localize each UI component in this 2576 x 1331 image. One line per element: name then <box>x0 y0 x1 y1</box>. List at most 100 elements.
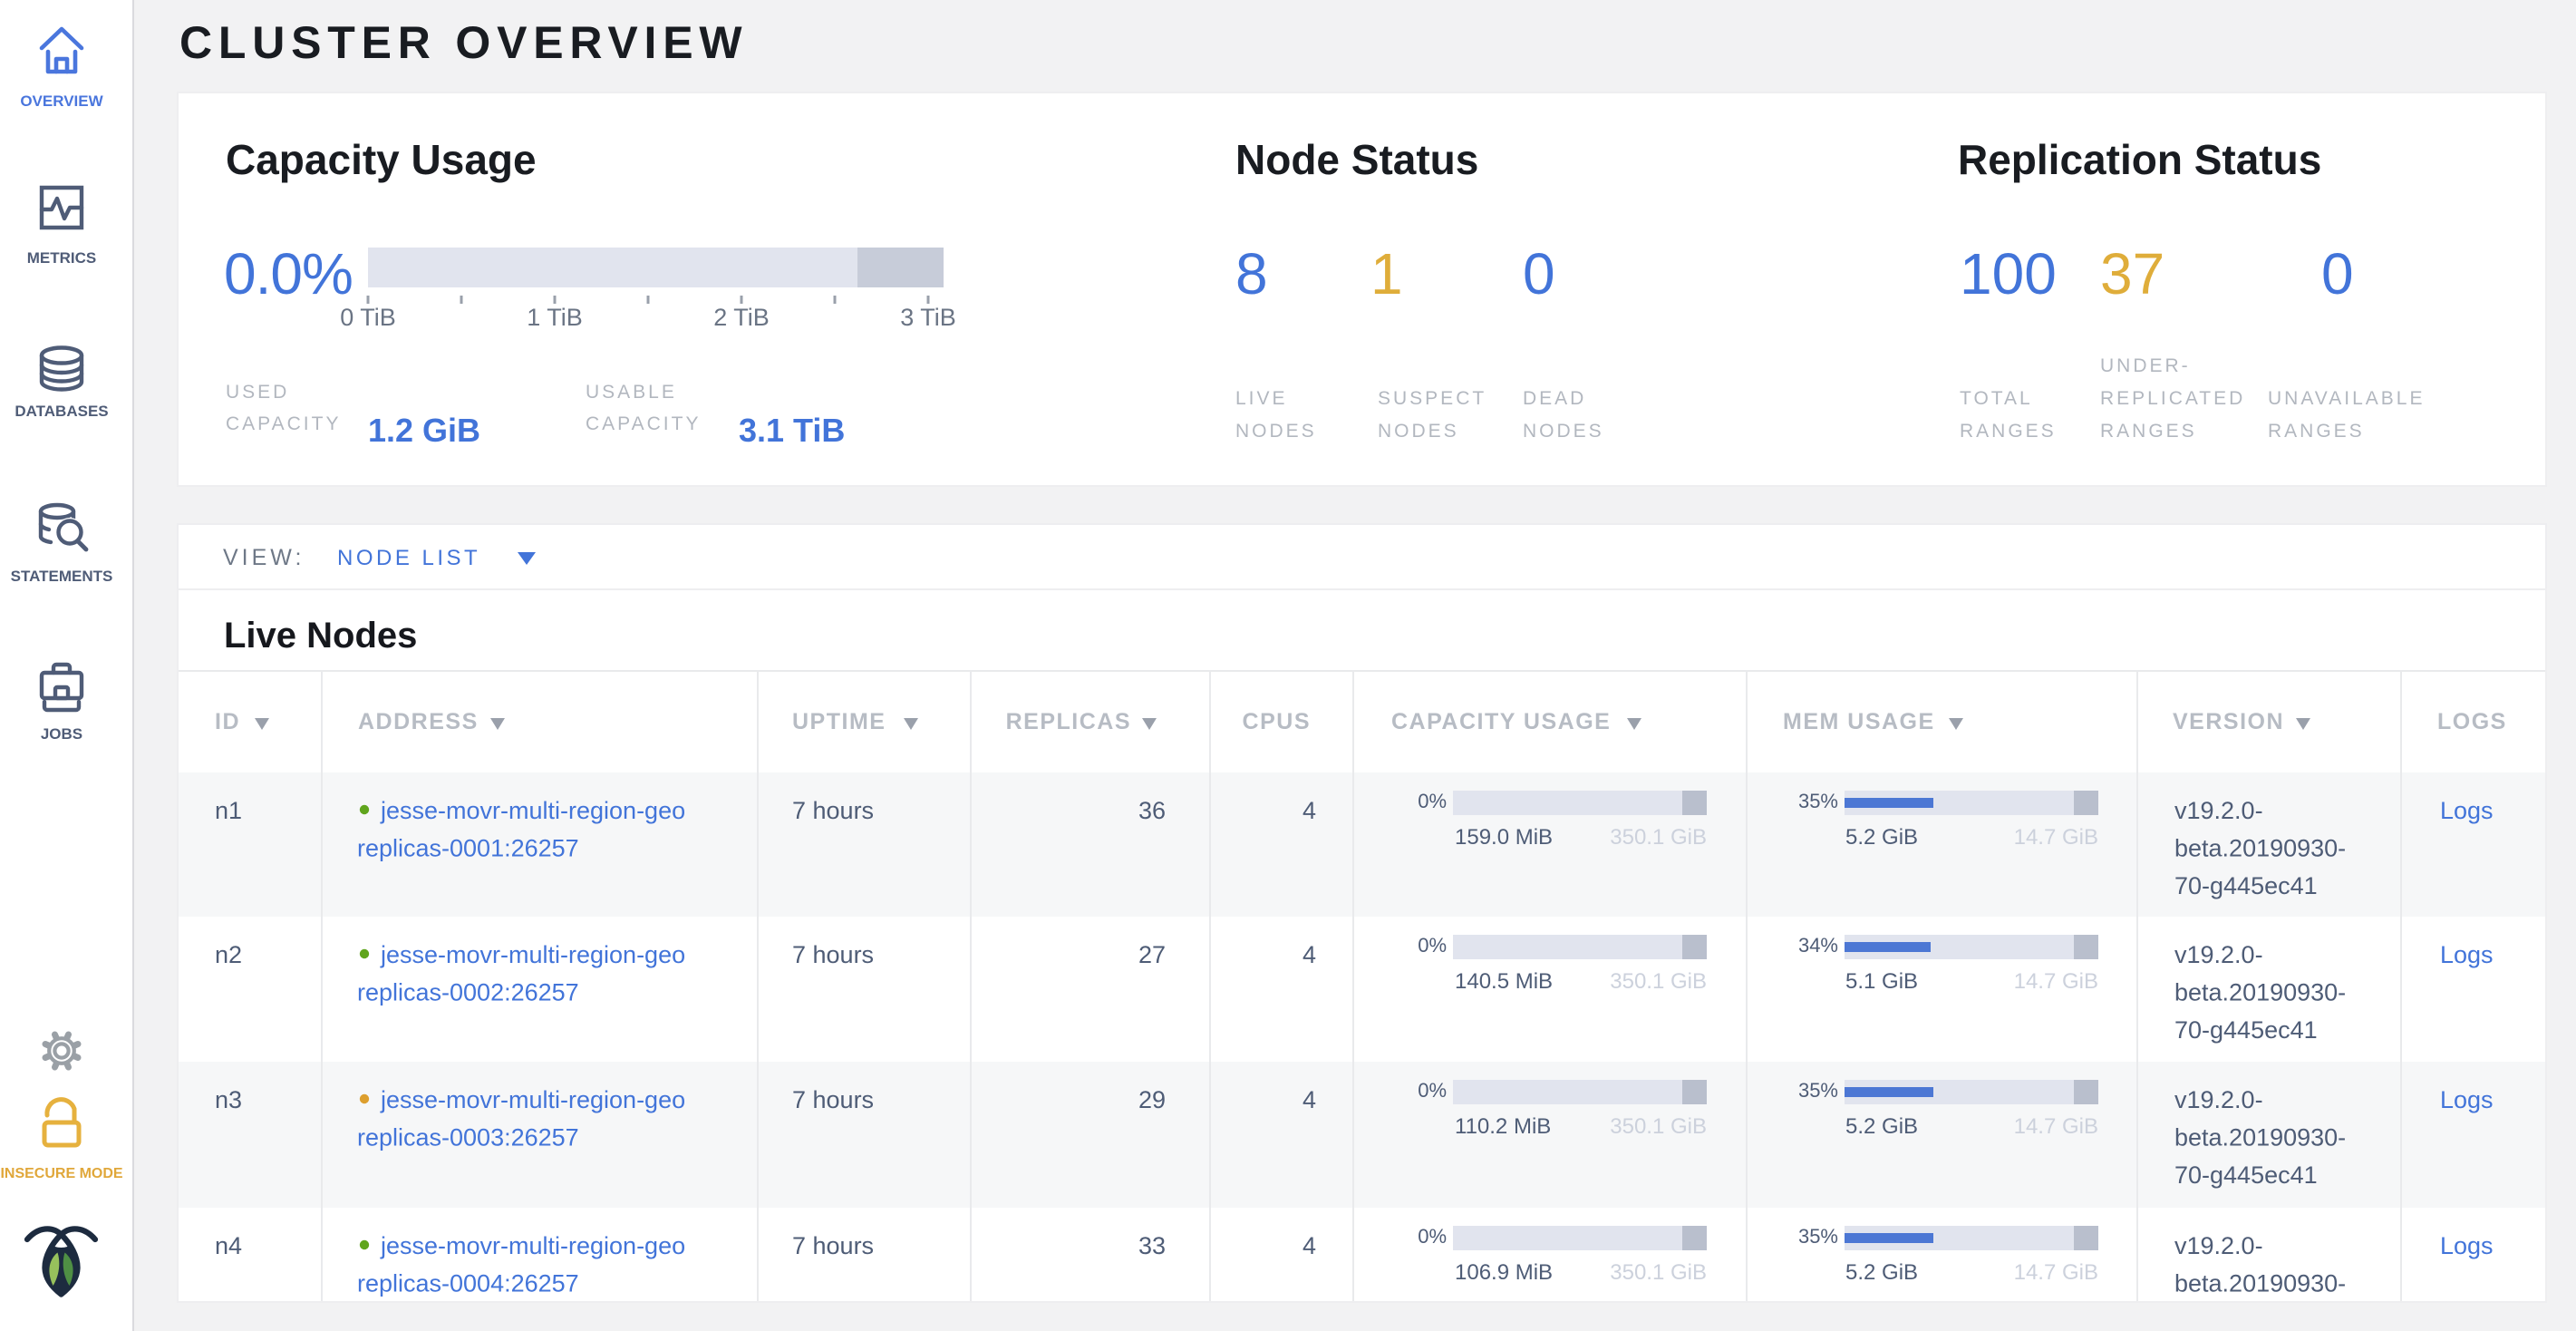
svg-text:RANGES: RANGES <box>2268 421 2365 442</box>
svg-text:7 hours: 7 hours <box>792 797 874 824</box>
svg-text:350.1 GiB: 350.1 GiB <box>1610 1260 1707 1285</box>
svg-text:4: 4 <box>1303 797 1316 824</box>
svg-text:106.9 MiB: 106.9 MiB <box>1455 1260 1553 1285</box>
svg-text:ID: ID <box>215 709 240 734</box>
svg-text:replicas-0004:26257: replicas-0004:26257 <box>357 1270 579 1297</box>
svg-text:jesse-movr-multi-region-geo: jesse-movr-multi-region-geo <box>380 1086 685 1113</box>
svg-text:Logs: Logs <box>2440 1232 2494 1259</box>
svg-text:3 TiB: 3 TiB <box>900 304 956 331</box>
svg-text:4: 4 <box>1303 941 1316 968</box>
svg-text:Logs: Logs <box>2440 797 2494 824</box>
svg-text:n3: n3 <box>215 1086 242 1113</box>
svg-text:NODES: NODES <box>1523 421 1604 442</box>
svg-text:CAPACITY: CAPACITY <box>226 413 341 434</box>
svg-text:JOBS: JOBS <box>41 725 82 743</box>
svg-text:jesse-movr-multi-region-geo: jesse-movr-multi-region-geo <box>380 1232 685 1259</box>
svg-text:0: 0 <box>1523 241 1555 306</box>
svg-text:replicas-0001:26257: replicas-0001:26257 <box>357 835 579 862</box>
svg-text:33: 33 <box>1138 1232 1166 1259</box>
svg-text:70-g445ec41: 70-g445ec41 <box>2174 1016 2318 1044</box>
svg-text:1.2 GiB: 1.2 GiB <box>368 412 480 449</box>
svg-text:14.7 GiB: 14.7 GiB <box>2014 1114 2098 1139</box>
svg-text:36: 36 <box>1138 797 1166 824</box>
svg-text:350.1 GiB: 350.1 GiB <box>1610 1114 1707 1139</box>
svg-text:35%: 35% <box>1798 790 1838 812</box>
svg-text:UPTIME: UPTIME <box>792 709 886 734</box>
svg-text:replicas-0003:26257: replicas-0003:26257 <box>357 1124 579 1151</box>
svg-text:CAPACITY USAGE: CAPACITY USAGE <box>1391 709 1611 734</box>
svg-text:Node Status: Node Status <box>1235 136 1478 183</box>
svg-text:14.7 GiB: 14.7 GiB <box>2014 825 2098 850</box>
svg-text:v19.2.0-: v19.2.0- <box>2174 1232 2263 1259</box>
svg-text:35%: 35% <box>1798 1225 1838 1248</box>
svg-text:jesse-movr-multi-region-geo: jesse-movr-multi-region-geo <box>380 941 685 968</box>
svg-text:Capacity Usage: Capacity Usage <box>226 136 537 183</box>
svg-text:NODE LIST: NODE LIST <box>337 546 480 570</box>
svg-text:14.7 GiB: 14.7 GiB <box>2014 969 2098 994</box>
svg-text:MEM USAGE: MEM USAGE <box>1783 709 1935 734</box>
svg-text:1: 1 <box>1370 241 1403 306</box>
svg-text:LOGS: LOGS <box>2437 709 2507 734</box>
svg-text:7 hours: 7 hours <box>792 941 874 968</box>
svg-text:70-g445ec41: 70-g445ec41 <box>2174 1161 2318 1189</box>
svg-text:5.2 GiB: 5.2 GiB <box>1845 1114 1918 1139</box>
svg-text:n2: n2 <box>215 941 242 968</box>
svg-text:beta.20190930-: beta.20190930- <box>2174 1270 2346 1297</box>
svg-text:CPUS: CPUS <box>1243 709 1311 734</box>
svg-text:27: 27 <box>1138 941 1166 968</box>
svg-text:jesse-movr-multi-region-geo: jesse-movr-multi-region-geo <box>380 797 685 824</box>
svg-text:beta.20190930-: beta.20190930- <box>2174 835 2346 862</box>
svg-text:OVERVIEW: OVERVIEW <box>20 92 103 110</box>
svg-text:NODES: NODES <box>1235 421 1317 442</box>
svg-text:v19.2.0-: v19.2.0- <box>2174 941 2263 968</box>
svg-text:5.1 GiB: 5.1 GiB <box>1845 969 1918 994</box>
svg-text:LIVE: LIVE <box>1235 388 1288 409</box>
svg-text:3.1 TiB: 3.1 TiB <box>739 412 845 449</box>
svg-text:v19.2.0-: v19.2.0- <box>2174 1086 2263 1113</box>
svg-text:1 TiB: 1 TiB <box>527 304 583 331</box>
svg-text:35%: 35% <box>1798 1079 1838 1102</box>
svg-text:replicas-0002:26257: replicas-0002:26257 <box>357 979 579 1006</box>
svg-text:140.5 MiB: 140.5 MiB <box>1455 969 1553 994</box>
svg-text:DEAD: DEAD <box>1523 388 1586 409</box>
svg-text:0%: 0% <box>1418 790 1447 812</box>
svg-text:14.7 GiB: 14.7 GiB <box>2014 1260 2098 1285</box>
svg-text:METRICS: METRICS <box>27 249 97 267</box>
svg-text:beta.20190930-: beta.20190930- <box>2174 1124 2346 1151</box>
svg-text:n4: n4 <box>215 1232 242 1259</box>
svg-text:USABLE: USABLE <box>586 382 677 403</box>
svg-text:4: 4 <box>1303 1086 1316 1113</box>
svg-text:SUSPECT: SUSPECT <box>1378 388 1487 409</box>
svg-text:UNAVAILABLE: UNAVAILABLE <box>2268 388 2425 409</box>
svg-text:VIEW:: VIEW: <box>223 545 305 570</box>
svg-text:RANGES: RANGES <box>2100 421 2197 442</box>
svg-text:Logs: Logs <box>2440 941 2494 968</box>
svg-text:VERSION: VERSION <box>2173 709 2284 734</box>
svg-text:ADDRESS: ADDRESS <box>358 709 479 734</box>
svg-text:8: 8 <box>1235 241 1268 306</box>
svg-text:STATEMENTS: STATEMENTS <box>11 568 113 585</box>
svg-text:34%: 34% <box>1798 934 1838 957</box>
svg-text:UNDER-: UNDER- <box>2100 355 2191 376</box>
svg-text:NODES: NODES <box>1378 421 1459 442</box>
svg-text:37: 37 <box>2100 241 2164 306</box>
svg-text:0 TiB: 0 TiB <box>340 304 396 331</box>
svg-text:5.2 GiB: 5.2 GiB <box>1845 825 1918 850</box>
svg-text:110.2 MiB: 110.2 MiB <box>1455 1114 1551 1139</box>
svg-text:5.2 GiB: 5.2 GiB <box>1845 1260 1918 1285</box>
svg-text:v19.2.0-: v19.2.0- <box>2174 797 2263 824</box>
svg-text:159.0 MiB: 159.0 MiB <box>1455 825 1553 850</box>
svg-text:CLUSTER OVERVIEW: CLUSTER OVERVIEW <box>179 17 748 68</box>
svg-text:Replication Status: Replication Status <box>1958 136 2321 183</box>
svg-text:RANGES: RANGES <box>1960 421 2057 442</box>
svg-text:n1: n1 <box>215 797 242 824</box>
svg-text:350.1 GiB: 350.1 GiB <box>1610 969 1707 994</box>
svg-text:DATABASES: DATABASES <box>15 403 108 420</box>
svg-text:0%: 0% <box>1418 934 1447 957</box>
svg-text:REPLICATED: REPLICATED <box>2100 388 2245 409</box>
svg-text:350.1 GiB: 350.1 GiB <box>1610 825 1707 850</box>
svg-text:0%: 0% <box>1418 1079 1447 1102</box>
svg-text:TOTAL: TOTAL <box>1960 388 2033 409</box>
svg-text:REPLICAS: REPLICAS <box>1006 709 1131 734</box>
svg-text:CAPACITY: CAPACITY <box>586 413 701 434</box>
